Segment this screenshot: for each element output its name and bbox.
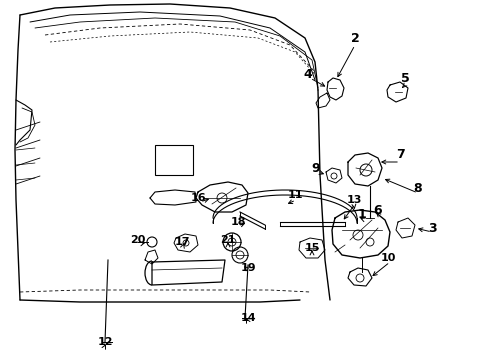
- Text: 1: 1: [358, 208, 367, 221]
- Text: 15: 15: [304, 243, 319, 253]
- Text: 10: 10: [380, 253, 396, 263]
- Text: 16: 16: [190, 193, 206, 203]
- Text: 12: 12: [97, 337, 113, 347]
- Text: 20: 20: [130, 235, 146, 245]
- Text: 6: 6: [374, 203, 382, 216]
- Text: 14: 14: [240, 313, 256, 323]
- Text: 4: 4: [304, 68, 313, 81]
- Text: 8: 8: [414, 181, 422, 194]
- Text: 11: 11: [287, 190, 303, 200]
- Text: 9: 9: [312, 162, 320, 175]
- Text: 21: 21: [220, 235, 236, 245]
- Text: 5: 5: [401, 72, 409, 85]
- Text: 19: 19: [240, 263, 256, 273]
- Text: 7: 7: [395, 148, 404, 162]
- Text: 3: 3: [428, 221, 436, 234]
- Bar: [155, 145, 193, 175]
- Text: 18: 18: [230, 217, 246, 227]
- Text: 17: 17: [174, 237, 190, 247]
- Text: 2: 2: [351, 31, 359, 45]
- Text: 13: 13: [346, 195, 362, 205]
